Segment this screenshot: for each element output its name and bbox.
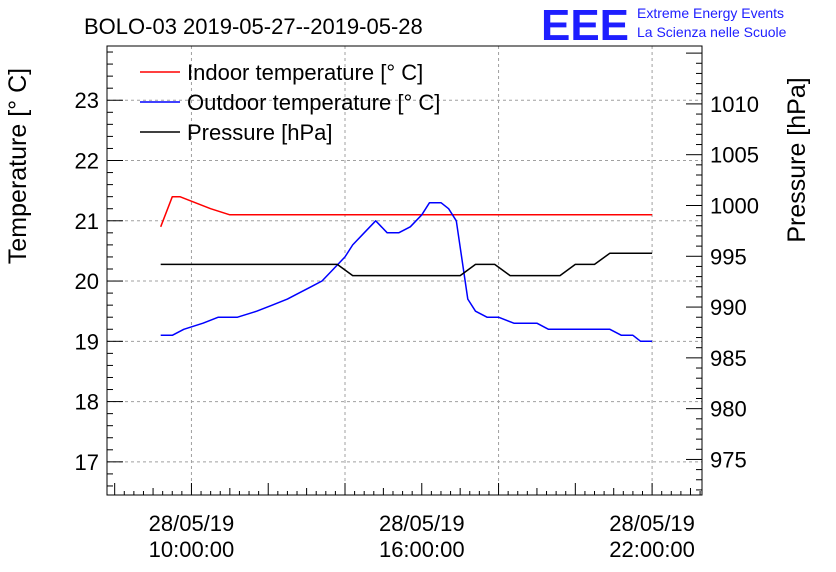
y-tick-label: 17 [75,450,99,475]
y-tick-label: 22 [75,149,99,174]
x-tick-label-date: 28/05/19 [379,511,465,536]
grid [107,46,702,495]
x-tick-label-date: 28/05/19 [149,511,235,536]
plot-frame [106,45,703,496]
y2-tick-label: 1005 [710,143,759,168]
legend: Indoor temperature [° C] Outdoor tempera… [140,60,440,145]
logo-mark: EEE [541,1,629,50]
y-tick-label: 20 [75,269,99,294]
logo-line-2: La Scienza nelle Scuole [637,24,787,40]
y2-tick-label: 1000 [710,193,759,218]
y-tick-label: 18 [75,390,99,415]
y2-tick-label: 985 [710,346,747,371]
y2-tick-label: 990 [710,295,747,320]
y2-tick-label: 975 [710,447,747,472]
series-lines [160,195,653,343]
y-axis-label: Temperature [° C] [4,68,32,264]
legend-label-indoor: Indoor temperature [° C] [187,60,423,85]
y-tick-label: 19 [75,329,99,354]
y2-tick-label: 995 [710,244,747,269]
axes: 28/05/1910:00:0028/05/1916:00:0028/05/19… [75,51,759,562]
chart-title: BOLO-03 2019-05-27--2019-05-28 [84,14,423,39]
y2-axis-label: Pressure [hPa] [783,77,811,242]
y2-tick-label: 1010 [710,92,759,117]
series-line-indoor [160,195,653,228]
x-tick-label-time: 10:00:00 [149,537,235,562]
x-tick-label-time: 16:00:00 [379,537,465,562]
y2-tick-label: 980 [710,397,747,422]
logo-line-1: Extreme Energy Events [637,5,784,21]
legend-label-pressure: Pressure [hPa] [187,120,333,145]
series-line-outdoor [160,201,653,343]
x-tick-label-date: 28/05/19 [609,511,695,536]
y-tick-label: 23 [75,88,99,113]
series-line-pressure [160,252,653,277]
legend-label-outdoor: Outdoor temperature [° C] [187,90,440,115]
x-tick-label-time: 22:00:00 [609,537,695,562]
y-tick-label: 21 [75,209,99,234]
eee-logo: EEE Extreme Energy Events La Scienza nel… [541,1,787,50]
